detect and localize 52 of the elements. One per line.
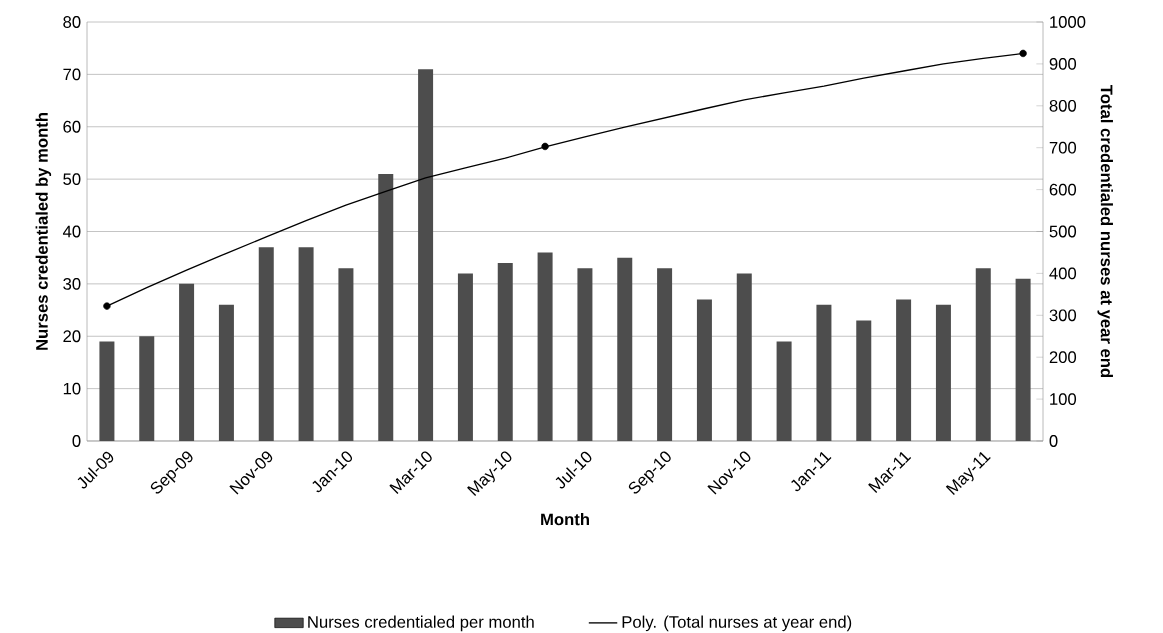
bar [338,268,354,441]
legend-label: Nurses credentialed per month [308,615,534,632]
y2-tick-label: 1000 [1050,16,1086,28]
bar [577,268,593,441]
bar [856,320,872,441]
bar [99,341,115,441]
bar [776,341,792,441]
point [1019,49,1027,58]
bar [179,283,195,441]
bar [139,336,155,441]
y-tick-label: 30 [63,277,81,290]
point [103,302,111,310]
bar [298,247,314,441]
y2-tick-label: 700 [1049,141,1077,154]
bar [935,304,951,441]
y2-tick-label: 0 [1049,435,1058,447]
y-tick-label: 80 [63,16,81,28]
y2-tick-label: 300 [1049,309,1077,322]
bar [896,299,912,441]
y2-tick-label: 100 [1050,393,1077,405]
y2-tick-label: 200 [1049,351,1077,364]
y-tick-label: 20 [63,330,81,343]
bar [258,247,274,441]
y2-tick-label: 400 [1049,267,1077,280]
bar [975,268,991,441]
bar [1015,278,1031,441]
y2-tick-label: 800 [1049,99,1077,112]
bar [218,304,234,441]
y-tick-label: 0 [72,435,81,447]
y2-axis-title: Total credentialed nurses at year end [1097,85,1113,378]
bar [617,257,633,441]
bar [816,304,832,441]
x-axis-title: Month [541,513,589,526]
bar [657,268,673,441]
y-axis-title: Nurses credentialed by month [35,113,52,350]
bar [696,299,712,441]
bar [418,69,434,441]
bar [378,173,394,441]
y-tick-label: 40 [62,225,81,238]
y-tick-label: 50 [63,173,81,186]
point [541,142,549,151]
legend-label: Poly. (Total nurses at year end) [622,615,852,632]
y-tick-label: 70 [63,68,81,81]
bar [457,273,473,441]
y2-tick-label: 900 [1049,58,1077,70]
bar [537,252,553,441]
y2-tick-label: 500 [1049,225,1077,238]
y-tick-label: 60 [63,120,81,133]
y2-tick-label: 600 [1049,183,1077,196]
bar [497,262,513,441]
bar [736,273,752,441]
y-tick-label: 10 [63,382,81,395]
